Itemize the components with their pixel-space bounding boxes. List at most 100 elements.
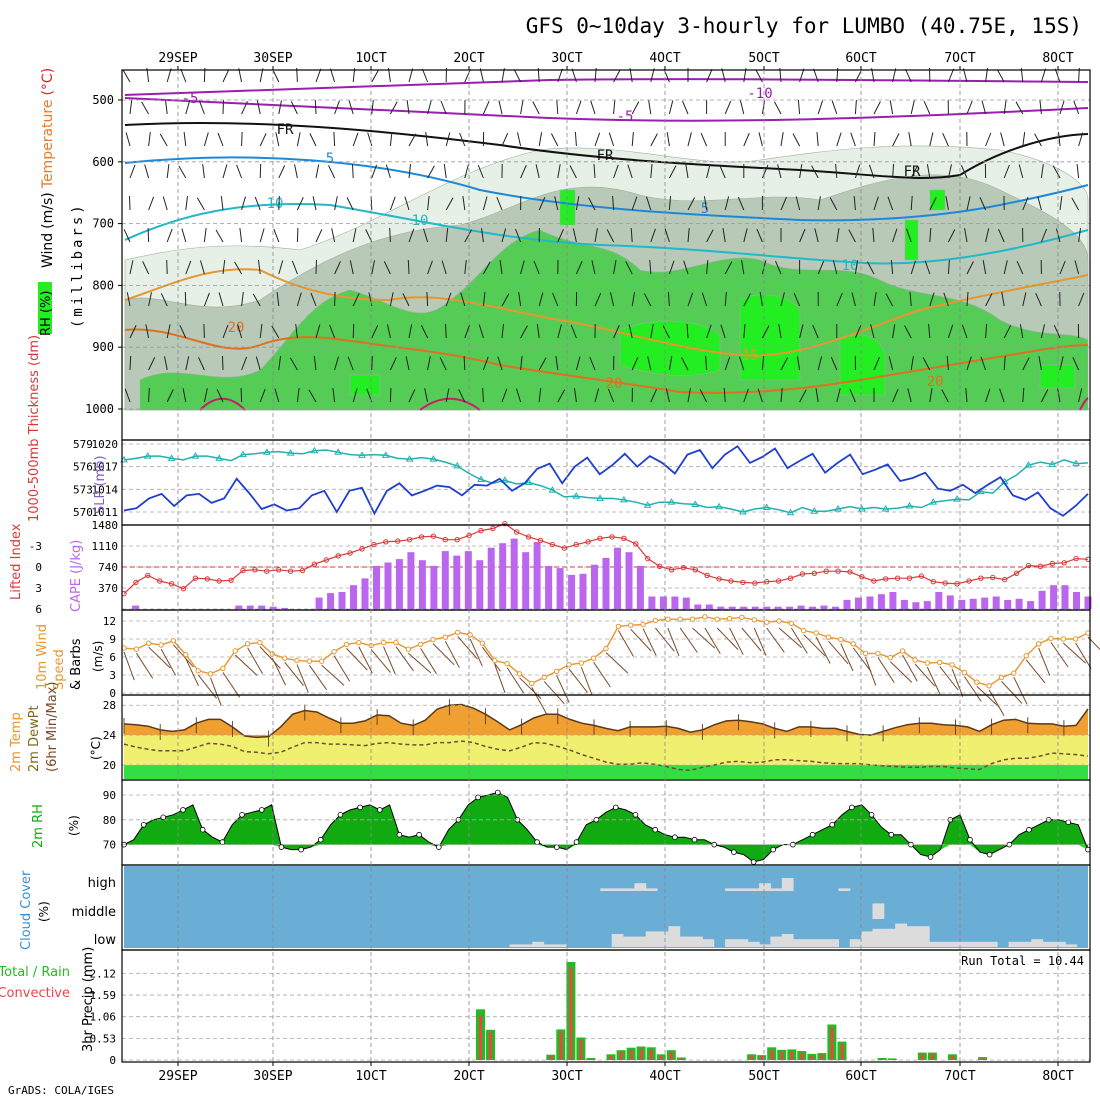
rh-tick-label: 80 [103,814,116,827]
wind-barb [495,665,505,693]
footer-credit: GrADS: COLA/IGES [8,1084,114,1097]
cloud-low-bar [1009,942,1021,947]
convective-bar [931,1054,934,1060]
rh-marker [732,850,737,855]
wind-barb [643,629,656,656]
wind-speed-marker [752,618,756,622]
contour-label: FR [904,164,921,180]
wind-tick-label: 0 [109,687,116,700]
rh-marker [161,815,166,820]
cape-bar [637,566,644,609]
cape-bar [373,566,380,609]
cape-bar [901,600,908,609]
cape-bar [1004,600,1011,609]
wind-barb [767,628,785,652]
cloud-low-bar [1065,944,1077,947]
precip-axis-label: 3hr Precip (mm) [81,947,96,1052]
wind-speed-marker [925,661,929,665]
wind-speed-marker [233,649,237,653]
convective-bar [810,1055,813,1060]
cape-bar [385,563,392,610]
date-tick-label: 4OCT [649,51,680,66]
date-tick-label: 29SEP [158,1069,197,1084]
wind-barb [211,678,222,706]
rh-marker [653,827,658,832]
temp-tick-label: 20 [103,759,116,772]
wind-speed-marker [530,681,534,685]
rh-marker [436,845,441,850]
cape-bar [476,560,483,609]
wind-barb [161,649,176,675]
date-tick-label: 3OCT [551,51,582,66]
wind-speed-marker [789,621,793,625]
cape-tick-label: 1480 [92,519,119,532]
rh-marker [338,812,343,817]
rh-marker [810,832,815,837]
surface-wind-barbs [124,628,1100,716]
cape-bar [591,565,598,609]
rh-marker [751,860,756,865]
date-tick-label: 8OCT [1042,1069,1073,1084]
profile-labels: Wind(m/s)Temperature(°C)RH (%)(millibars… [38,68,86,336]
cape-tick-label: 370 [98,582,118,595]
cape-bar [752,607,759,609]
cape-bar [522,552,529,609]
cloud-low-bar [770,937,782,947]
contour-label: 5 [326,151,334,167]
li-tick-label: 6 [35,603,42,616]
date-tick-label: 2OCT [453,1069,484,1084]
wind-speed-marker [505,661,509,665]
convective-bar [800,1053,803,1060]
temp-tick-label: 24 [103,729,117,742]
cape-bar [1062,585,1069,609]
wind-barb [309,665,326,690]
rh-marker [377,808,382,813]
rh-marker [358,805,363,810]
wind-speed-marker [554,669,558,673]
wind-speed-marker [196,669,200,673]
cape-bar [442,551,449,609]
cloud-low-bar [510,944,522,947]
rh-marker [1027,827,1032,832]
convective-bar [630,1050,633,1060]
wind-barb [248,648,263,674]
cloud-low-bar [555,944,567,947]
wind-speed-marker [740,615,744,619]
convective-bar [650,1049,653,1060]
wind-speed-marker [1012,671,1016,675]
wind-barb [279,196,280,210]
contour-label: FR [277,122,294,138]
wind-speed-marker [653,618,657,622]
wind-speed-marker [999,675,1003,679]
cloud-low-bar [759,944,771,947]
cape-bar [350,585,357,609]
pressure-tick-label: 600 [92,155,114,169]
rh-marker [850,805,855,810]
cloud-low-bar [702,939,714,947]
cape-bar [1039,591,1046,609]
wind-barb [371,650,390,673]
wind-speed-marker [258,640,262,644]
wind-barb [742,628,761,651]
wind-barb [989,690,1004,716]
rh-marker [200,827,205,832]
cape-bar [614,548,621,609]
cape-bar [568,575,575,609]
convective-bar [479,1015,482,1060]
cloud-low-bar [782,934,794,947]
slp-line [124,446,1088,516]
wind-barb [297,665,308,693]
cloud-low-bar [975,942,987,947]
cloud-high-bar [839,888,851,891]
convective-bar [790,1051,793,1060]
wind-speed-marker [1036,642,1040,646]
cape-bar [270,607,277,609]
date-tick-label: 30SEP [253,1069,292,1084]
rh-marker [889,832,894,837]
rh-marker [141,822,146,827]
cloud-low-bar [1043,942,1055,947]
thickness-axis-label: 1000-500mb Thickness (dm) [27,335,42,522]
